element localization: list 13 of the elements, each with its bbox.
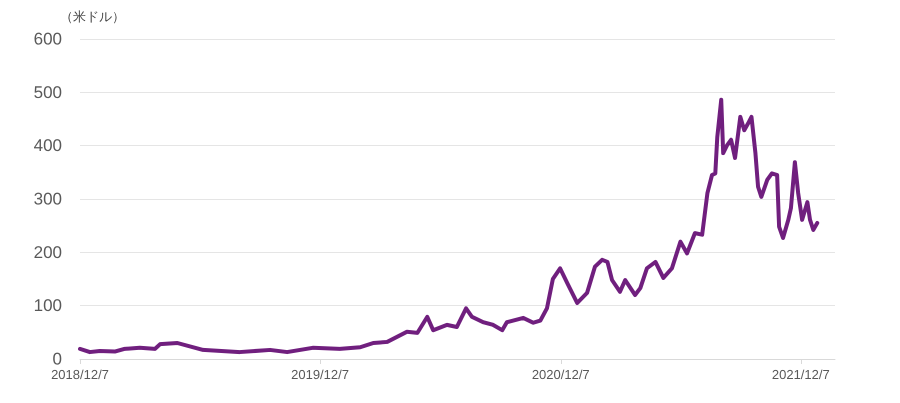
y-tick-label: 0 <box>52 350 62 368</box>
x-tick-label: 2021/12/7 <box>772 367 830 382</box>
y-tick-label: 200 <box>34 242 62 262</box>
y-tick-label: 300 <box>34 190 62 208</box>
x-tick-label: 2020/12/7 <box>532 367 590 382</box>
y-axis-title: （米ドル） <box>60 9 125 24</box>
x-tick-label: 2019/12/7 <box>291 367 349 382</box>
y-tick-label: 400 <box>34 136 62 156</box>
line-series <box>78 98 820 354</box>
y-tick-label: 500 <box>34 82 62 102</box>
y-tick-label: 100 <box>34 296 62 316</box>
y-tick-label: 600 <box>34 30 62 48</box>
x-tick-label: 2018/12/7 <box>51 367 109 382</box>
